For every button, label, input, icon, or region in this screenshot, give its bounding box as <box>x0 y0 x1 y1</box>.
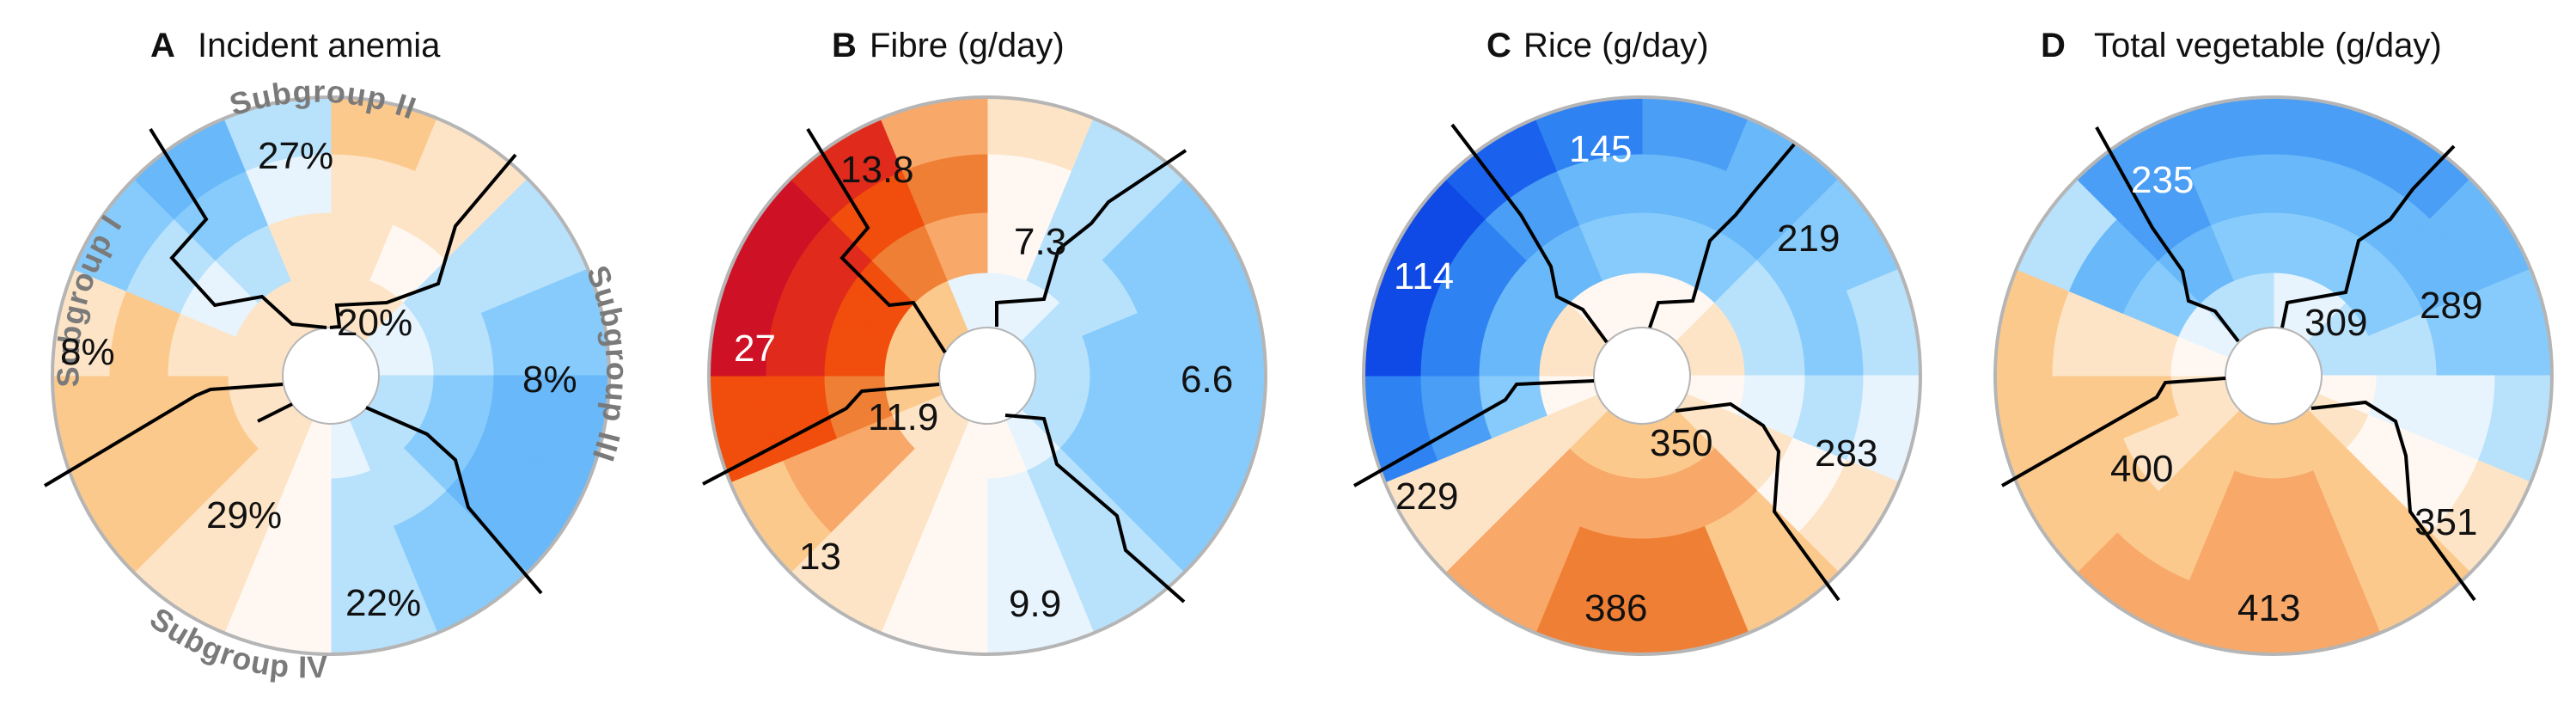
chart-title-a: Incident anemia <box>198 27 441 64</box>
value-label-c-1: 145 <box>1569 128 1632 170</box>
center-hole-d <box>2225 327 2323 425</box>
value-label-d-2: 309 <box>2304 302 2367 344</box>
value-label-a-6: 22% <box>345 582 421 624</box>
value-label-a-2: 20% <box>337 302 412 344</box>
value-label-c-6: 229 <box>1395 475 1458 518</box>
outer-ring-a <box>51 95 611 656</box>
value-label-b-1: 13.8 <box>840 149 914 191</box>
chart-c: C Rice (g/day) 145 219 114 350 283 229 3… <box>1353 27 1922 656</box>
value-label-d-5: 351 <box>2414 501 2477 543</box>
value-label-b-5: 11.9 <box>868 396 938 438</box>
value-label-b-3: 27 <box>734 328 776 370</box>
outer-ring-c <box>1362 95 1922 656</box>
value-label-a-4: 8% <box>522 358 577 401</box>
panel-letter-a: A <box>150 27 175 64</box>
chart-d: D Total vegetable (g/day) 235 309 289 40… <box>1993 27 2554 656</box>
panel-letter-c: C <box>1486 27 1511 64</box>
center-hole-b <box>938 327 1036 425</box>
value-label-c-5: 283 <box>1815 432 1877 475</box>
value-label-a-5: 29% <box>206 494 282 536</box>
chart-title-b: Fibre (g/day) <box>870 27 1065 64</box>
value-label-c-3: 114 <box>1394 255 1454 297</box>
value-label-c-4: 350 <box>1650 422 1712 464</box>
value-label-b-6: 13 <box>799 536 841 578</box>
value-label-b-2: 7.3 <box>1014 221 1066 263</box>
outer-ring-b <box>707 95 1267 656</box>
center-hole-c <box>1593 327 1691 425</box>
value-label-d-1: 235 <box>2131 159 2194 201</box>
value-label-d-6: 413 <box>2237 587 2300 629</box>
tree-line-d <box>2001 126 2476 602</box>
chart-title-c: Rice (g/day) <box>1523 27 1709 64</box>
value-label-d-3: 289 <box>2420 285 2482 327</box>
chart-b: B Fibre (g/day) 13.8 7.3 27 6.6 11.9 13 … <box>702 27 1267 656</box>
tree-line-a <box>43 127 543 595</box>
panel-letter-b: B <box>832 27 857 64</box>
heatmap-cells-a <box>52 96 610 655</box>
value-label-c-2: 219 <box>1777 218 1840 260</box>
outer-ring-d <box>1993 95 2554 656</box>
chart-a: A Incident anemia Subgroup I Subgroup II… <box>43 27 634 685</box>
value-label-b-4: 6.6 <box>1181 358 1233 401</box>
value-label-a-1: 27% <box>258 135 333 177</box>
panel-letter-d: D <box>2041 27 2066 64</box>
value-label-a-3: 8% <box>60 331 115 373</box>
tree-line-c <box>1353 123 1840 602</box>
value-label-d-4: 400 <box>2110 448 2173 490</box>
value-label-c-7: 386 <box>1584 587 1647 629</box>
chart-title-d: Total vegetable (g/day) <box>2094 27 2442 64</box>
heatmap-cells-d <box>1994 96 2553 655</box>
value-label-b-7: 9.9 <box>1009 583 1061 625</box>
tree-line-b <box>702 127 1187 604</box>
